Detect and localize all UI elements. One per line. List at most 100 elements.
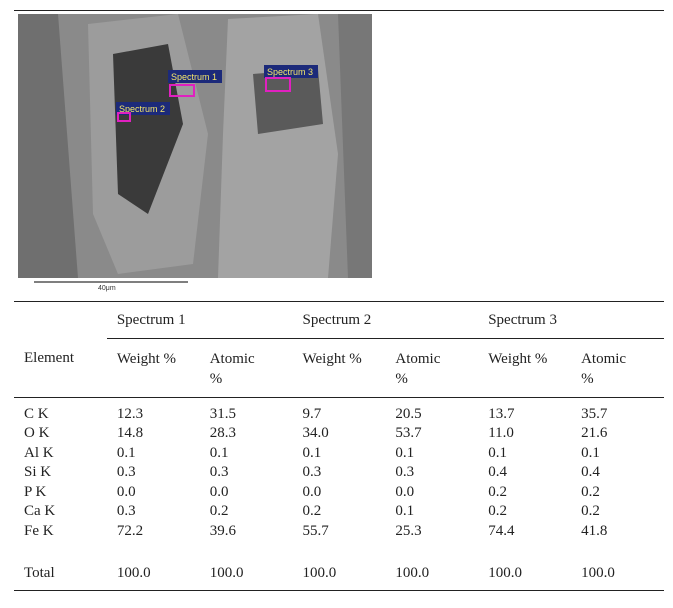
subheader: Weight % bbox=[107, 338, 200, 397]
value-cell: 0.1 bbox=[385, 445, 478, 465]
element-cell: Si K bbox=[14, 464, 107, 484]
total-label: Total bbox=[14, 565, 107, 591]
spectrum-label: Spectrum 1 bbox=[171, 72, 217, 82]
spacer-cell bbox=[14, 543, 107, 565]
value-cell: 13.7 bbox=[478, 406, 571, 426]
spacer-cell bbox=[14, 397, 107, 406]
value-cell: 12.3 bbox=[107, 406, 200, 426]
table-top-rule bbox=[14, 301, 664, 302]
header-text: Weight % bbox=[117, 349, 177, 369]
subheader: Weight % bbox=[293, 338, 386, 397]
value-cell: 0.1 bbox=[293, 445, 386, 465]
subheader: Weight % bbox=[478, 338, 571, 397]
empty-cell bbox=[14, 304, 107, 338]
total-value: 100.0 bbox=[200, 565, 293, 591]
element-cell: P K bbox=[14, 484, 107, 504]
value-cell: 0.0 bbox=[107, 484, 200, 504]
value-cell: 39.6 bbox=[200, 523, 293, 543]
value-cell: 34.0 bbox=[293, 425, 386, 445]
value-cell: 0.3 bbox=[293, 464, 386, 484]
total-value: 100.0 bbox=[571, 565, 664, 591]
group-header: Spectrum 2 bbox=[293, 304, 479, 338]
group-header: Spectrum 3 bbox=[478, 304, 664, 338]
scale-strip bbox=[18, 278, 374, 294]
element-header: Element bbox=[14, 338, 107, 397]
value-cell: 0.0 bbox=[293, 484, 386, 504]
value-cell: 55.7 bbox=[293, 523, 386, 543]
element-cell: O K bbox=[14, 425, 107, 445]
value-cell: 0.3 bbox=[200, 464, 293, 484]
value-cell: 9.7 bbox=[293, 406, 386, 426]
value-cell: 0.2 bbox=[478, 503, 571, 523]
header-text: Element bbox=[24, 348, 84, 368]
value-cell: 0.2 bbox=[478, 484, 571, 504]
value-cell: 0.4 bbox=[478, 464, 571, 484]
value-cell: 72.2 bbox=[107, 523, 200, 543]
header-text: Atomic % bbox=[210, 349, 270, 389]
total-value: 100.0 bbox=[107, 565, 200, 591]
element-cell: Fe K bbox=[14, 523, 107, 543]
value-cell: 53.7 bbox=[385, 425, 478, 445]
value-cell: 14.8 bbox=[107, 425, 200, 445]
table-bottom-rule bbox=[14, 590, 664, 591]
value-cell: 0.3 bbox=[107, 464, 200, 484]
value-cell: 11.0 bbox=[478, 425, 571, 445]
spacer bbox=[14, 543, 664, 565]
value-cell: 0.1 bbox=[200, 445, 293, 465]
value-cell: 74.4 bbox=[478, 523, 571, 543]
header-text: Atomic % bbox=[581, 349, 641, 389]
element-cell: Al K bbox=[14, 445, 107, 465]
document: {"figure": {"labels": ["Spectrum 1", "Sp… bbox=[0, 0, 673, 608]
value-cell: 0.2 bbox=[571, 484, 664, 504]
subheader: Atomic % bbox=[571, 338, 664, 397]
value-cell: 0.3 bbox=[385, 464, 478, 484]
spectrum-label: Spectrum 3 bbox=[267, 67, 313, 77]
fiber-right bbox=[218, 14, 338, 278]
value-cell: 20.5 bbox=[385, 406, 478, 426]
value-cell: 0.2 bbox=[571, 503, 664, 523]
value-cell: 0.1 bbox=[385, 503, 478, 523]
value-cell: 0.1 bbox=[478, 445, 571, 465]
total-value: 100.0 bbox=[385, 565, 478, 591]
subheader-row: Element Weight % Atomic % Weight % Atomic % W… bbox=[14, 338, 664, 397]
group-header: Spectrum 1 bbox=[107, 304, 293, 338]
value-cell: 0.2 bbox=[200, 503, 293, 523]
total-value: 100.0 bbox=[293, 565, 386, 591]
value-cell: 21.6 bbox=[571, 425, 664, 445]
header-text: Atomic % bbox=[395, 349, 455, 389]
value-cell: 0.1 bbox=[571, 445, 664, 465]
value-cell: 0.4 bbox=[571, 464, 664, 484]
top-rule bbox=[14, 10, 664, 11]
sem-image: 40μm Spectrum 1 Spectrum 2 Spectrum 3 bbox=[18, 14, 374, 294]
data-row: P K0.00.00.00.00.20.2 bbox=[14, 484, 664, 504]
value-cell: 41.8 bbox=[571, 523, 664, 543]
element-cell: C K bbox=[14, 406, 107, 426]
header-text: Weight % bbox=[488, 349, 548, 369]
value-cell: 25.3 bbox=[385, 523, 478, 543]
value-cell: 35.7 bbox=[571, 406, 664, 426]
page: html, body { margin: 0; padding: 0; widt… bbox=[0, 0, 673, 608]
value-cell: 31.5 bbox=[200, 406, 293, 426]
value-cell: 28.3 bbox=[200, 425, 293, 445]
value-cell: 0.0 bbox=[385, 484, 478, 504]
value-cell: 0.2 bbox=[293, 503, 386, 523]
spacer bbox=[14, 397, 664, 406]
element-cell: Ca K bbox=[14, 503, 107, 523]
value-cell: 0.0 bbox=[200, 484, 293, 504]
subheader: Atomic % bbox=[200, 338, 293, 397]
value-cell: 0.1 bbox=[107, 445, 200, 465]
scale-label: 40μm bbox=[98, 285, 116, 292]
header-text: Weight % bbox=[303, 349, 363, 369]
total-value: 100.0 bbox=[478, 565, 571, 591]
subheader: Atomic % bbox=[385, 338, 478, 397]
value-cell: 0.3 bbox=[107, 503, 200, 523]
